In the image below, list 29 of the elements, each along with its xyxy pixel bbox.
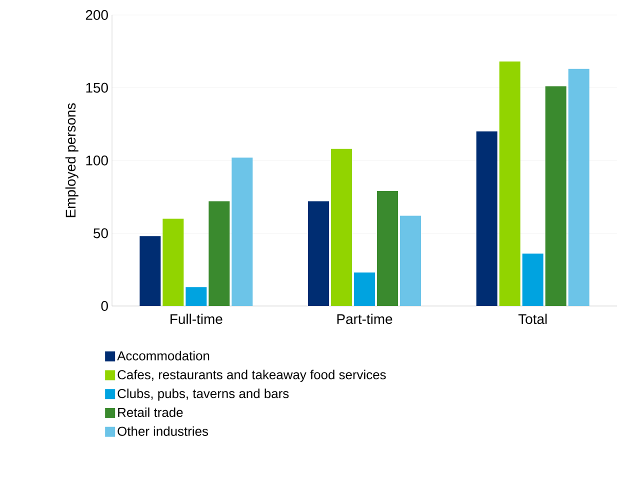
legend-label: Retail trade — [118, 408, 183, 418]
bar — [522, 254, 544, 306]
y-axis-title: Employed persons — [65, 103, 78, 218]
bar — [232, 158, 253, 306]
legend-label: Clubs, pubs, taverns and bars — [118, 388, 289, 401]
bar — [499, 62, 520, 306]
legend-label: Accommodation — [117, 350, 210, 360]
bar — [377, 191, 398, 306]
bar — [476, 131, 498, 306]
bar — [354, 272, 376, 306]
bar — [331, 148, 352, 306]
y-tick-label: 50 — [94, 228, 108, 238]
bar — [208, 201, 230, 306]
y-tick-label: 200 — [86, 10, 108, 20]
bar — [308, 201, 330, 306]
bar — [568, 68, 590, 306]
bar — [186, 287, 207, 306]
bar — [400, 216, 422, 306]
legend-label: Other industries — [118, 426, 208, 436]
x-tick-label: Total — [518, 314, 547, 324]
y-tick-label: 100 — [86, 156, 108, 166]
x-tick-label: Part-time — [337, 314, 392, 324]
bar — [140, 236, 161, 306]
bar — [162, 218, 184, 306]
y-tick-label: 0 — [101, 301, 108, 311]
x-tick-label: Full-time — [170, 314, 222, 324]
bar — [545, 86, 566, 306]
legend-label: Cafes, restaurants and takeaway food services — [118, 370, 386, 382]
y-tick-label: 150 — [86, 82, 108, 93]
